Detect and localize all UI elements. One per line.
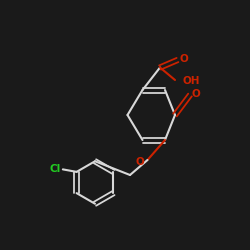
Text: O: O — [192, 89, 201, 99]
Text: OH: OH — [182, 76, 200, 86]
Text: O: O — [180, 54, 188, 64]
Text: O: O — [135, 157, 144, 167]
Text: Cl: Cl — [50, 164, 61, 174]
